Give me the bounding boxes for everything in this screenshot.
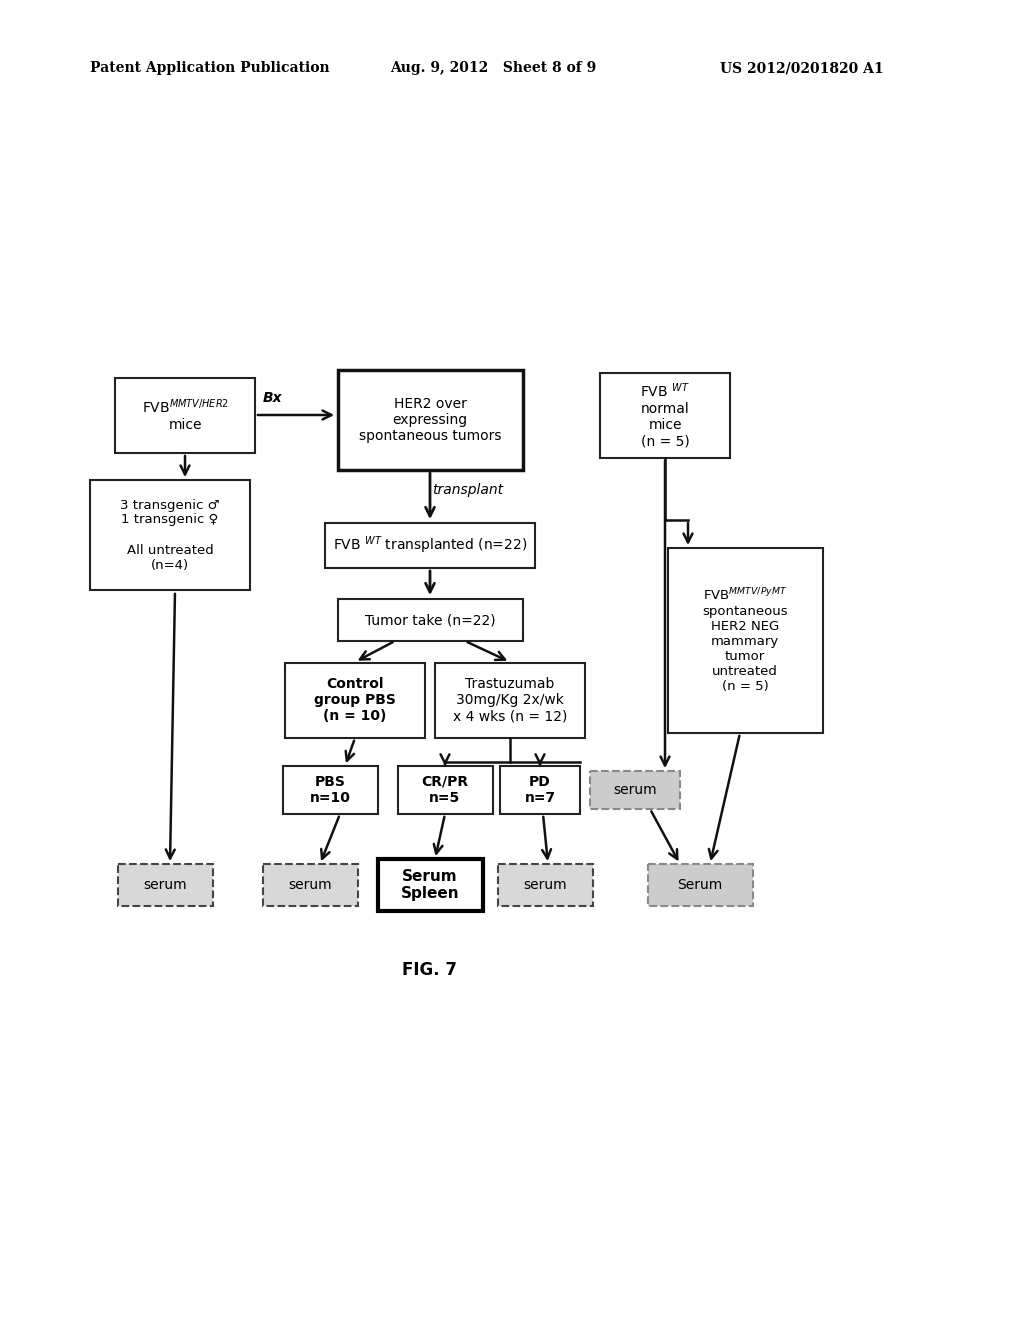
Bar (668, 548, 822, 733)
Text: Control
group PBS
(n = 10): Control group PBS (n = 10) (314, 677, 396, 723)
Text: FVB$^{MMTV/PyMT}$
spontaneous
HER2 NEG
mammary
tumor
untreated
(n = 5): FVB$^{MMTV/PyMT}$ spontaneous HER2 NEG m… (702, 586, 787, 693)
Text: transplant: transplant (432, 483, 503, 498)
Bar (325, 523, 535, 568)
Text: CR/PR
n=5: CR/PR n=5 (422, 775, 469, 805)
Bar (435, 663, 585, 738)
Text: Patent Application Publication: Patent Application Publication (90, 61, 330, 75)
Text: serum: serum (143, 878, 186, 892)
Text: FVB $^{WT}$ transplanted (n=22): FVB $^{WT}$ transplanted (n=22) (333, 535, 527, 556)
Text: US 2012/0201820 A1: US 2012/0201820 A1 (720, 61, 884, 75)
Text: HER2 over
expressing
spontaneous tumors: HER2 over expressing spontaneous tumors (358, 397, 502, 444)
Text: FIG. 7: FIG. 7 (402, 961, 458, 979)
Bar (338, 599, 522, 642)
Text: FVB$^{MMTV/HER2}$
mice: FVB$^{MMTV/HER2}$ mice (141, 397, 228, 433)
Text: Bx: Bx (263, 391, 283, 405)
Bar (590, 771, 680, 809)
Bar (500, 766, 580, 814)
Text: Serum: Serum (677, 878, 723, 892)
Text: PBS
n=10: PBS n=10 (309, 775, 350, 805)
Bar (262, 865, 357, 906)
Text: FVB $^{WT}$
normal
mice
(n = 5): FVB $^{WT}$ normal mice (n = 5) (640, 381, 690, 449)
Bar (90, 480, 250, 590)
Bar (498, 865, 593, 906)
Bar (115, 378, 255, 453)
Bar (285, 663, 425, 738)
Bar (397, 766, 493, 814)
Bar (600, 372, 730, 458)
Text: PD
n=7: PD n=7 (524, 775, 556, 805)
Bar (647, 865, 753, 906)
Bar (338, 370, 522, 470)
Text: Trastuzumab
30mg/Kg 2x/wk
x 4 wks (n = 12): Trastuzumab 30mg/Kg 2x/wk x 4 wks (n = 1… (453, 677, 567, 723)
Bar (283, 766, 378, 814)
Text: Tumor take (n=22): Tumor take (n=22) (365, 612, 496, 627)
Bar (378, 859, 482, 911)
Text: Serum
Spleen: Serum Spleen (400, 869, 460, 902)
Bar (118, 865, 213, 906)
Text: serum: serum (523, 878, 567, 892)
Text: serum: serum (288, 878, 332, 892)
Text: serum: serum (613, 783, 656, 797)
Text: Aug. 9, 2012   Sheet 8 of 9: Aug. 9, 2012 Sheet 8 of 9 (390, 61, 596, 75)
Text: 3 transgenic ♂
1 transgenic ♀

All untreated
(n=4): 3 transgenic ♂ 1 transgenic ♀ All untrea… (120, 499, 220, 572)
